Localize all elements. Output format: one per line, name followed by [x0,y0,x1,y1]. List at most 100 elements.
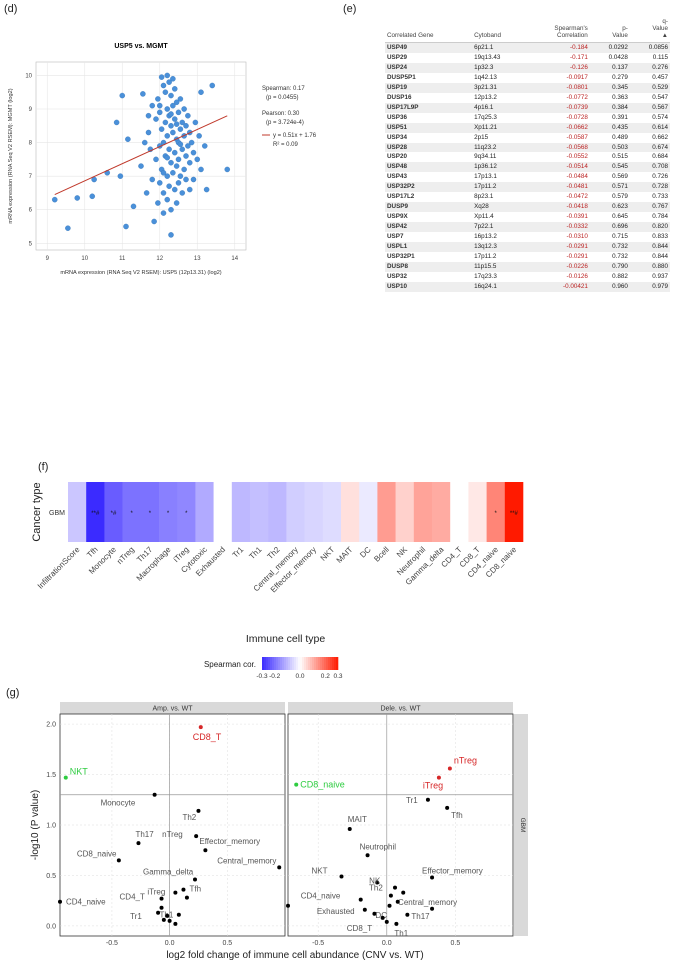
sort-asc-icon[interactable]: ▲ [661,32,668,39]
cell-gene[interactable]: DUSP8 [387,262,408,270]
facet-strip-top [60,702,285,714]
col-header-qvalue-line1: q- [662,18,668,25]
cell-cytoband: Xq28 [474,203,489,211]
heatmap-xlabel: Immune cell type [246,633,326,645]
cell-gene[interactable]: USP49 [387,44,407,51]
cell-gene[interactable]: USP51 [387,123,407,131]
table-row: DUSP8 11p15.5 -0.0226 0.790 0.880 [385,261,670,272]
cell-gene[interactable]: USP32P1 [387,253,415,261]
heatmap-legend-swatch [318,657,321,670]
heatmap-cell [231,482,251,542]
cell-gene[interactable]: USP17L2 [387,193,415,201]
heatmap-sig-mark: * [185,511,188,517]
cell-gene[interactable]: USP20 [387,153,407,161]
scatter-xtick-label: 14 [231,256,238,262]
heatmap-legend-swatch [284,657,287,670]
cell-gene[interactable]: USP19 [387,83,407,91]
heatmap-col-label: Bcell [372,545,391,564]
heatmap-legend-tick: 0.3 [333,673,342,680]
heatmap-legend-tick: -0.3 [256,673,268,680]
cell-pvalue: 0.732 [612,243,628,251]
scatter-point [192,119,199,126]
col-header-pvalue[interactable]: p- Value [589,17,630,43]
volcano-point [388,893,393,898]
volcano-xtick-label: 0.5 [222,940,232,947]
heatmap-cell [140,482,160,542]
heatmap-cell [341,482,360,542]
cell-qvalue: 0.708 [652,163,668,171]
heatmap-col-label: Th1 [247,545,264,562]
heatmap-legend-swatch [274,657,277,670]
volcano-point [193,877,197,882]
cell-gene[interactable]: USP9X [387,213,408,221]
cell-gene[interactable]: USP32 [387,272,407,280]
cell-gene[interactable]: USP32P2 [387,183,415,191]
cell-correlation: -0.0772 [566,93,588,101]
cell-gene[interactable]: USP10 [387,282,407,290]
scatter-point [171,186,178,193]
volcano-point-label: NKT [312,866,328,875]
cell-gene[interactable]: USP42 [387,223,407,231]
scatter-plot-area [35,61,247,251]
volcano-point-label: CD4_naive [66,898,106,907]
cell-gene[interactable]: DUSP16 [387,93,412,101]
cell-gene[interactable]: USP43 [387,173,407,181]
heatmap-legend-swatch [276,657,279,670]
volcano-point [63,775,68,780]
panel-label-f: (f) [38,461,49,473]
heatmap-legend-swatch [268,657,271,670]
cell-gene[interactable]: USP29 [387,53,407,61]
volcano-point-label: Central_memory [217,856,276,865]
heatmap-chart: Cancer type GBM InfiltrationScore **# Tfh *# M… [31,482,524,680]
scatter-point [171,116,178,122]
col-header-cytoband[interactable]: Cytoband [472,17,526,43]
table-row: USP9X Xp11.4 -0.0391 0.645 0.784 [385,212,670,222]
heatmap-cell [486,482,506,542]
scatter-point [153,116,159,122]
cell-gene[interactable]: DUSP5P1 [387,73,416,81]
cell-gene[interactable]: USPL1 [387,243,408,251]
cell-pvalue: 0.645 [612,213,628,221]
cell-qvalue: 0.844 [652,253,668,261]
cell-pvalue: 0.0428 [608,53,628,61]
heatmap-legend-swatch [282,657,285,670]
cell-cytoband: 1q42.13 [474,73,497,81]
heatmap-legend-swatch [320,657,323,670]
table-row: DUSP16 12p13.2 -0.0772 0.363 0.547 [385,93,670,103]
scatter-point [164,106,170,112]
scatter-point [156,102,163,109]
scatter-point [65,225,71,231]
cell-gene[interactable]: USP24 [387,63,407,71]
cell-cytoband: 17p13.1 [474,173,497,181]
col-header-correlation[interactable]: Spearman's Correlation [525,17,590,43]
cell-gene[interactable]: USP34 [387,133,407,141]
heatmap-cell [377,482,396,542]
volcano-point [358,897,363,902]
cell-gene[interactable]: DUSP9 [387,203,408,211]
volcano-point [161,917,166,922]
heatmap-legend-swatch [290,657,293,670]
cell-gene[interactable]: USP36 [387,113,407,121]
heatmap-col-label: Tfh [85,545,100,560]
scatter-point [151,218,157,225]
cell-qvalue: 0.979 [652,282,668,290]
table-row: USP32P1 17p11.2 -0.0291 0.732 0.844 [385,252,670,262]
cell-gene[interactable]: USP48 [387,163,407,171]
scatter-point [153,156,159,163]
scatter-point [156,109,163,116]
scatter-xtick-label: 10 [81,256,88,262]
volcano-point [347,827,352,832]
scatter-point [185,143,191,149]
cell-qvalue: 0.767 [652,203,668,211]
facet-strip-right-label: GBM [519,818,526,833]
col-header-qvalue[interactable]: q- Value ▲ [629,17,670,43]
heatmap-legend-swatch [314,657,317,670]
cell-gene[interactable]: USP7 [387,233,404,241]
table-row: DUSP9 Xq28 -0.0418 0.623 0.767 [385,202,670,213]
cell-gene[interactable]: USP17L9P [387,103,419,111]
col-header-gene[interactable]: Correlated Gene [385,17,473,43]
cell-cytoband: 2p15 [474,133,489,141]
cell-gene[interactable]: USP28 [387,143,407,151]
scatter-point [89,193,96,200]
volcano-point [384,919,389,924]
